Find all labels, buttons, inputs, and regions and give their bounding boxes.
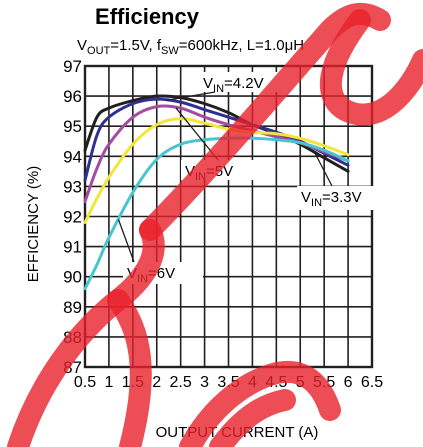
chart-subtitle: VOUT=1.5V, fSW=600kHz, L=1.0μH — [77, 37, 304, 57]
x-tick-labels: 0.5 1 1.5 2 2.5 3 3.5 4 4.5 5 5.5 6 6.5 — [74, 374, 383, 391]
y-tick-label: 88 — [63, 328, 82, 347]
chart-title: Efficiency — [95, 4, 200, 29]
x-tick-label: 4 — [248, 374, 257, 391]
x-axis-label: OUTPUT CURRENT (A) — [156, 424, 319, 441]
x-tick-label: 2.5 — [170, 374, 192, 391]
x-tick-label: 6 — [344, 374, 353, 391]
x-tick-label: 2 — [152, 374, 161, 391]
y-tick-label: 96 — [63, 87, 82, 106]
y-tick-label: 97 — [63, 57, 82, 76]
x-tick-label: 5 — [296, 374, 305, 391]
x-tick-label: 3.5 — [217, 374, 239, 391]
x-tick-label: 1 — [104, 374, 113, 391]
y-tick-label: 93 — [63, 177, 82, 196]
y-tick-label: 91 — [63, 238, 82, 257]
x-tick-label: 0.5 — [74, 374, 96, 391]
x-tick-label: 4.5 — [265, 374, 287, 391]
x-tick-label: 6.5 — [361, 374, 383, 391]
y-tick-label: 95 — [63, 117, 82, 136]
y-tick-label: 92 — [63, 208, 82, 227]
x-tick-label: 5.5 — [313, 374, 335, 391]
x-tick-label: 1.5 — [122, 374, 144, 391]
annotation-leader — [117, 219, 135, 263]
y-tick-label: 94 — [63, 147, 82, 166]
y-axis-label: EFFICIENCY (%) — [25, 166, 42, 282]
y-tick-label: 89 — [63, 298, 82, 317]
x-tick-label: 3 — [200, 374, 209, 391]
y-tick-label: 90 — [63, 268, 82, 287]
